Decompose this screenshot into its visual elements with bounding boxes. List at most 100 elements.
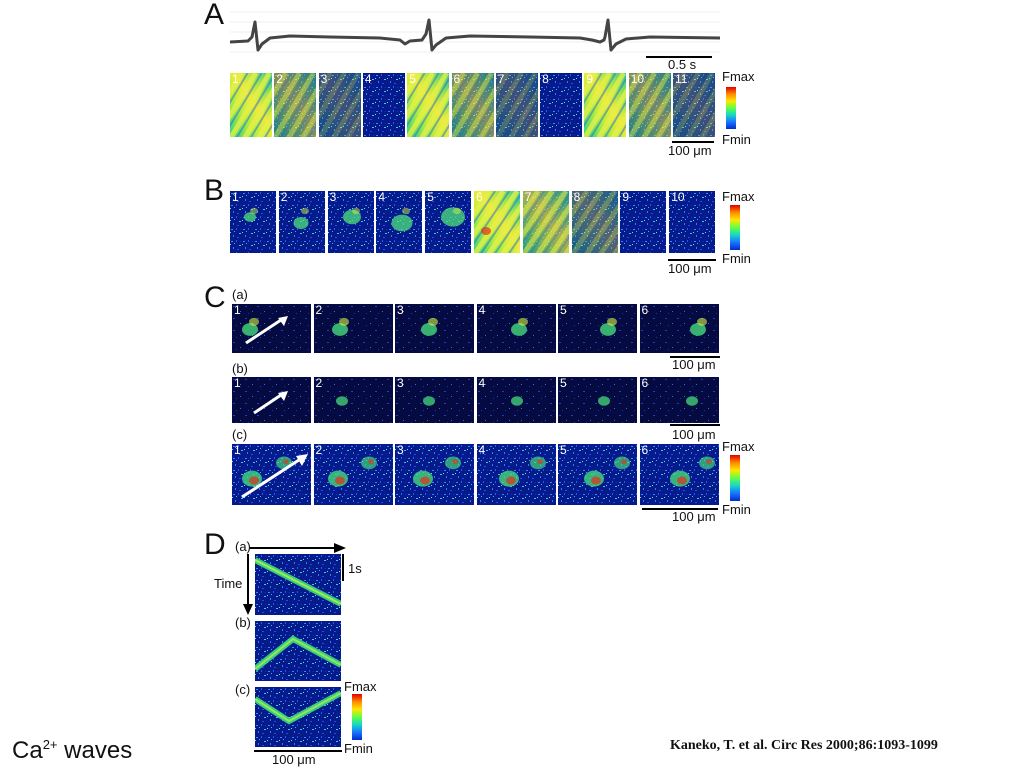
fmin-label-d: Fmin bbox=[344, 741, 373, 756]
rowCa-frame-1: 1 bbox=[231, 303, 312, 354]
panel-b-frame-6-number: 6 bbox=[476, 190, 483, 204]
panel-b-frame-3: 3 bbox=[326, 190, 375, 254]
rowCa-frame-2-number: 2 bbox=[315, 303, 323, 317]
panel-a-frame-4-number: 4 bbox=[364, 72, 372, 86]
fmax-label-d: Fmax bbox=[344, 679, 377, 694]
panel-b-frame-2-number: 2 bbox=[280, 190, 288, 204]
linescan-c bbox=[255, 687, 341, 747]
panel-a-frame-1: 1 bbox=[229, 72, 273, 138]
panel-b-frame-2: 2 bbox=[277, 190, 326, 254]
colorbar-d bbox=[352, 694, 362, 740]
rowCc-frame-2-number: 2 bbox=[315, 443, 323, 457]
rowCc-frame-4: 4 bbox=[475, 443, 557, 506]
time-scale-label: 0.5 s bbox=[668, 57, 697, 72]
rowCc-frame-5: 5 bbox=[557, 443, 638, 506]
colorbar-a bbox=[726, 87, 736, 129]
rowCb-frame-6: 6 bbox=[638, 376, 720, 424]
panel-a-frame-11-number: 11 bbox=[675, 72, 688, 86]
panel-a-frame-3: 3 bbox=[317, 72, 362, 138]
panel-a-frame-9: 9 bbox=[583, 72, 628, 138]
scale-bar-ca bbox=[670, 356, 720, 358]
fmax-label-a: Fmax bbox=[722, 69, 755, 84]
panel-a-frame-6-number: 6 bbox=[453, 72, 461, 86]
fmin-label-a: Fmin bbox=[722, 132, 751, 147]
rowCb-frame-2: 2 bbox=[312, 376, 394, 424]
scale-label-ca: 100 μm bbox=[672, 357, 716, 372]
panel-b-frame-9-number: 9 bbox=[622, 190, 630, 204]
time-scale-1s: 1s bbox=[348, 561, 362, 576]
fmin-label-c: Fmin bbox=[722, 502, 751, 517]
time-arrow bbox=[243, 554, 253, 615]
colorbar-b bbox=[730, 205, 740, 250]
panel-b-letter: B bbox=[204, 174, 225, 207]
panel-a-frame-5: 5 bbox=[406, 72, 451, 138]
panel-b-frame-4: 4 bbox=[375, 190, 424, 254]
slide-title-main: Ca bbox=[12, 737, 43, 764]
rowCb-frame-3: 3 bbox=[394, 376, 475, 424]
rowCa-frame-5-number: 5 bbox=[560, 303, 567, 317]
rowCb-frame-5-number: 5 bbox=[560, 376, 567, 390]
panel-a-letter: A bbox=[204, 0, 225, 31]
panel-c-sub-a: (a) bbox=[232, 287, 248, 302]
rowCc-frame-3-number: 3 bbox=[397, 443, 404, 457]
slide-title: Ca2+ waves bbox=[12, 737, 132, 765]
scale-bar-b bbox=[668, 259, 716, 261]
scale-bar-d bbox=[254, 750, 342, 752]
scale-label-b: 100 μm bbox=[668, 261, 712, 276]
panel-b-frame-7: 7 bbox=[521, 190, 570, 254]
panel-a-frame-3-number: 3 bbox=[320, 72, 328, 86]
panel-b-frame-1-number: 1 bbox=[232, 190, 239, 204]
rowCa-frame-4-number: 4 bbox=[478, 303, 486, 317]
citation: Kaneko, T. et al. Circ Res 2000;86:1093-… bbox=[670, 738, 938, 753]
rowCa-frame-6-number: 6 bbox=[641, 303, 649, 317]
rowCa-frame-3: 3 bbox=[394, 303, 475, 354]
rowCa-frame-2: 2 bbox=[312, 303, 394, 354]
panel-a-frame-2: 2 bbox=[273, 72, 318, 138]
panel-a-frame-7: 7 bbox=[494, 72, 539, 138]
panel-a-frame-6: 6 bbox=[450, 72, 495, 138]
panel-a-frame-11: 11 bbox=[672, 72, 716, 138]
rowCc-frame-1-number: 1 bbox=[234, 443, 241, 457]
panel-b-frame-6: 6 bbox=[473, 190, 521, 254]
rowCb-frame-6-number: 6 bbox=[641, 376, 649, 390]
panel-b-frame-8: 8 bbox=[570, 190, 619, 254]
panel-b-frame-9: 9 bbox=[619, 190, 668, 254]
panel-d-sub-a: (a) bbox=[235, 539, 251, 554]
panel-b-frame-5: 5 bbox=[424, 190, 473, 254]
fmin-label-b: Fmin bbox=[722, 251, 751, 266]
panel-b-frame-3-number: 3 bbox=[329, 190, 337, 204]
rowCc-frame-5-number: 5 bbox=[560, 443, 567, 457]
time-scale-bar bbox=[646, 56, 712, 58]
rowCa-frame-6: 6 bbox=[638, 303, 720, 354]
panel-b-frame-8-number: 8 bbox=[573, 190, 581, 204]
panel-a-frame-10-number: 10 bbox=[630, 72, 645, 86]
scale-bar-cc bbox=[642, 508, 718, 510]
rowCb-frame-1-number: 1 bbox=[234, 376, 241, 390]
rowCc-frame-6: 6 bbox=[638, 443, 720, 506]
time-scale-bracket bbox=[342, 554, 348, 581]
panel-c-sub-c: (c) bbox=[232, 427, 248, 442]
rowCb-frame-3-number: 3 bbox=[397, 376, 404, 390]
panel-a-frame-2-number: 2 bbox=[276, 72, 283, 86]
rowCa-frame-4: 4 bbox=[475, 303, 557, 354]
fmax-label-b: Fmax bbox=[722, 189, 755, 204]
rowCc-frame-3: 3 bbox=[394, 443, 475, 506]
scale-label-cc: 100 μm bbox=[672, 509, 716, 524]
colorbar-c bbox=[730, 455, 740, 501]
distance-arrow bbox=[250, 543, 346, 553]
panel-b-frame-7-number: 7 bbox=[524, 190, 532, 204]
rowCc-frame-6-number: 6 bbox=[641, 443, 649, 457]
rowCb-frame-5: 5 bbox=[557, 376, 638, 424]
panel-d-sub-b: (b) bbox=[235, 615, 251, 630]
panel-b-frame-1: 1 bbox=[229, 190, 277, 254]
rowCc-frame-1: 1 bbox=[231, 443, 312, 506]
rowCb-frame-4: 4 bbox=[475, 376, 557, 424]
rowCb-frame-1: 1 bbox=[231, 376, 312, 424]
scale-bar-a bbox=[672, 141, 714, 143]
panel-a-frame-9-number: 9 bbox=[586, 72, 594, 86]
panel-a-frame-5-number: 5 bbox=[409, 72, 416, 86]
panel-a-frame-10: 10 bbox=[627, 72, 672, 138]
scale-label-d: 100 μm bbox=[272, 752, 316, 767]
panel-b-frame-5-number: 5 bbox=[427, 190, 434, 204]
panel-c-sub-b: (b) bbox=[232, 361, 248, 376]
